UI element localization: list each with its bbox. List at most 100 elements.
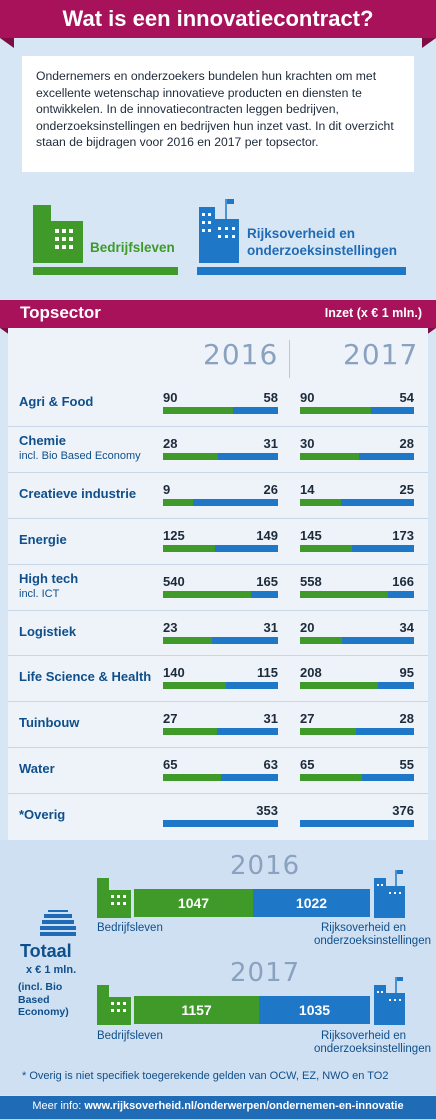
value-government-2017-overig: 376 bbox=[392, 803, 414, 819]
totals-2016-business-label: Bedrijfsleven bbox=[97, 922, 163, 934]
year-divider bbox=[289, 340, 290, 378]
value-business-2016-energie: 125 bbox=[163, 527, 185, 543]
value-government-2016-tuinbouw: 31 bbox=[263, 711, 278, 727]
page-title: Wat is een innovatiecontract? bbox=[62, 6, 374, 31]
bar-business-2016-creatieve-industrie bbox=[163, 498, 193, 506]
sector-name-text: *Overig bbox=[19, 807, 66, 823]
totals-2016-business-icon bbox=[97, 878, 131, 918]
value-business-2016-logistiek: 23 bbox=[163, 619, 178, 635]
legend-business-line bbox=[33, 267, 178, 275]
row-separator bbox=[8, 609, 428, 611]
value-business-2016-chemie: 28 bbox=[163, 435, 178, 451]
value-government-2017-creatieve-industrie: 25 bbox=[399, 481, 414, 497]
legend-government-line2: onderzoeksinstellingen bbox=[247, 243, 398, 258]
value-business-2017-tuinbouw: 27 bbox=[300, 711, 315, 727]
value-business-2017-energie: 145 bbox=[300, 527, 322, 543]
bar-government-2017-life-science-health bbox=[378, 682, 414, 690]
totals-bar-business-2017: 1157 bbox=[134, 996, 259, 1024]
bar-government-2016-logistiek bbox=[212, 636, 278, 644]
legend-government-label: Rijksoverheid en onderzoeksinstellingen bbox=[247, 225, 397, 259]
bar-government-2017-chemie bbox=[359, 452, 414, 460]
row-separator bbox=[8, 425, 428, 427]
value-business-2016-life-science-health: 140 bbox=[163, 665, 185, 681]
totals-2017-government-label: Rijksoverheid en onderzoeksinstellingen bbox=[314, 1030, 431, 1056]
sector-label-high-tech: High tech incl. ICT bbox=[19, 571, 78, 602]
bar-business-2017-agri-food bbox=[300, 407, 371, 414]
value-government-2016-overig: 353 bbox=[256, 803, 278, 819]
totals-2016-government-icon bbox=[374, 870, 405, 918]
value-business-2017-chemie: 30 bbox=[300, 435, 315, 451]
sector-header-unit: Inzet (x € 1 mln.) bbox=[324, 306, 422, 320]
year-heading-2016: 2016 bbox=[203, 338, 279, 371]
value-business-2017-water: 65 bbox=[300, 757, 315, 773]
value-business-2016-tuinbouw: 27 bbox=[163, 711, 178, 727]
bar-business-2017-creatieve-industrie bbox=[300, 498, 341, 506]
value-government-2017-water: 55 bbox=[399, 757, 414, 773]
bar-government-2017-tuinbouw bbox=[356, 728, 414, 736]
bar-government-2017-water bbox=[362, 774, 414, 782]
row-separator bbox=[8, 793, 428, 795]
bar-business-2017-water bbox=[300, 774, 362, 782]
value-business-2016-high-tech: 540 bbox=[163, 573, 185, 589]
sector-label-overig: *Overig bbox=[19, 807, 65, 822]
bar-government-2017-overig bbox=[300, 820, 414, 828]
footer-prefix: Meer info: bbox=[32, 1100, 85, 1112]
value-government-2016-chemie: 31 bbox=[263, 435, 278, 451]
sector-label-chemie: Chemie incl. Bio Based Economy bbox=[19, 433, 141, 464]
bar-government-2017-creatieve-industrie bbox=[341, 498, 414, 506]
value-business-2016-creatieve-industrie: 9 bbox=[163, 481, 171, 497]
value-government-2016-energie: 149 bbox=[256, 527, 278, 543]
value-government-2016-life-science-health: 115 bbox=[257, 665, 278, 681]
title-band-fold-left bbox=[0, 38, 14, 48]
sector-name-text: Agri & Food bbox=[19, 394, 94, 409]
sector-subtitle: incl. ICT bbox=[19, 587, 60, 600]
sector-header-band bbox=[0, 300, 436, 328]
totals-note: (incl. Bio Based Economy) bbox=[18, 981, 69, 1018]
coins-stack-icon bbox=[40, 910, 76, 936]
sector-label-logistiek: Logistiek bbox=[19, 624, 76, 639]
sector-label-creatieve-industrie: Creatieve industrie bbox=[19, 486, 136, 501]
row-separator bbox=[8, 517, 428, 519]
footer-link[interactable]: www.rijksoverheid.nl/onderwerpen/onderne… bbox=[84, 1100, 404, 1112]
legend-government-line bbox=[197, 267, 406, 275]
value-business-2016-agri-food: 90 bbox=[163, 390, 178, 405]
business-building-icon bbox=[33, 205, 83, 263]
footnote: * Overig is niet specifiek toegerekende … bbox=[22, 1070, 389, 1082]
totals-2016-government-label: Rijksoverheid en onderzoeksinstellingen bbox=[314, 922, 431, 948]
value-government-2017-chemie: 28 bbox=[399, 435, 414, 451]
totals-unit: x € 1 mln. bbox=[26, 964, 77, 976]
sector-band-fold-right bbox=[422, 328, 436, 338]
value-business-2016-water: 65 bbox=[163, 757, 178, 773]
value-government-2016-logistiek: 31 bbox=[263, 619, 278, 635]
totals-2016-government-line2: onderzoeksinstellingen bbox=[314, 935, 431, 947]
bar-business-2017-energie bbox=[300, 544, 352, 552]
totals-bar-government-2016: 1022 bbox=[253, 889, 370, 917]
value-government-2017-tuinbouw: 28 bbox=[399, 711, 414, 727]
bar-government-2016-energie bbox=[215, 544, 278, 552]
legend-government-line1: Rijksoverheid en bbox=[247, 226, 356, 241]
sector-subtitle: incl. Bio Based Economy bbox=[19, 449, 141, 462]
value-government-2016-agri-food: 58 bbox=[263, 390, 278, 405]
legend-business-label: Bedrijfsleven bbox=[90, 240, 175, 255]
bar-business-2016-logistiek bbox=[163, 636, 212, 644]
bar-government-2016-high-tech bbox=[251, 590, 278, 598]
bar-business-2017-chemie bbox=[300, 452, 359, 460]
totals-bar-business-2016: 1047 bbox=[134, 889, 253, 917]
value-government-2017-logistiek: 34 bbox=[399, 619, 414, 635]
bar-business-2017-high-tech bbox=[300, 590, 388, 598]
row-separator bbox=[8, 701, 428, 703]
bar-government-2016-creatieve-industrie bbox=[193, 498, 278, 506]
row-separator bbox=[8, 471, 428, 473]
value-business-2017-agri-food: 90 bbox=[300, 390, 315, 405]
value-government-2017-energie: 173 bbox=[392, 527, 414, 543]
title-band-fold-right bbox=[422, 38, 436, 48]
totals-2017-business-icon bbox=[97, 985, 131, 1025]
sector-name-text: Tuinbouw bbox=[19, 715, 80, 731]
bar-business-2016-water bbox=[163, 774, 221, 782]
bar-government-2017-high-tech bbox=[388, 590, 414, 598]
bar-government-2016-tuinbouw bbox=[217, 728, 278, 736]
totals-bar-government-2017: 1035 bbox=[259, 996, 370, 1024]
bar-business-2017-logistiek bbox=[300, 636, 342, 644]
row-separator bbox=[8, 747, 428, 749]
value-business-2017-creatieve-industrie: 14 bbox=[300, 481, 315, 497]
